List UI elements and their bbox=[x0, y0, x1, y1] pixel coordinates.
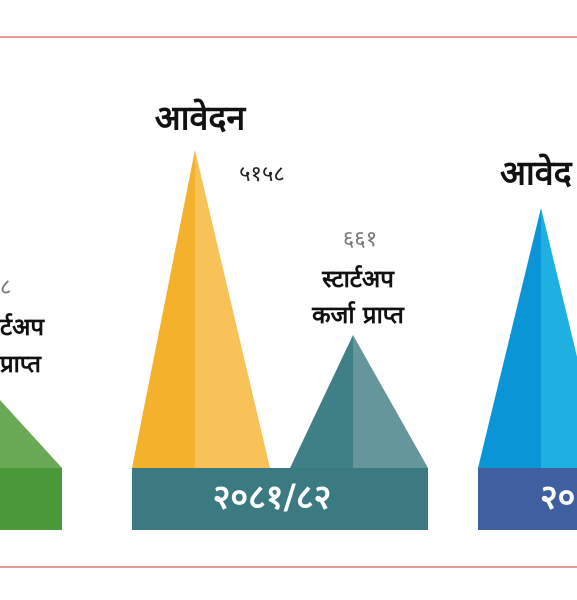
yellow-triangle-right bbox=[195, 150, 270, 468]
applications-label: आवेदन bbox=[155, 98, 247, 139]
blue-base bbox=[478, 468, 577, 530]
year-label: २०८१/८२ bbox=[213, 478, 332, 518]
startup-number: ६६१ bbox=[343, 227, 377, 252]
startup-label: स्टार्टअप bbox=[321, 265, 395, 293]
applications-label: आवेद bbox=[500, 153, 573, 194]
blue-triangle-right bbox=[541, 208, 577, 468]
blue-triangle-left bbox=[478, 208, 541, 468]
green-base bbox=[0, 468, 62, 530]
teal-base bbox=[132, 468, 428, 530]
applications-number: ५१५८ bbox=[239, 162, 285, 187]
yellow-triangle-left bbox=[132, 150, 195, 468]
left-label: प्राप्त bbox=[0, 350, 42, 378]
teal-triangle-left bbox=[290, 335, 353, 468]
teal-triangle-right bbox=[353, 335, 428, 468]
startup-label: कर्जा प्राप्त bbox=[311, 301, 405, 329]
left-number: ८ bbox=[0, 275, 11, 300]
year-label: २० bbox=[540, 478, 575, 518]
left-label: र्टअप bbox=[0, 313, 45, 341]
green-triangle bbox=[0, 400, 62, 468]
